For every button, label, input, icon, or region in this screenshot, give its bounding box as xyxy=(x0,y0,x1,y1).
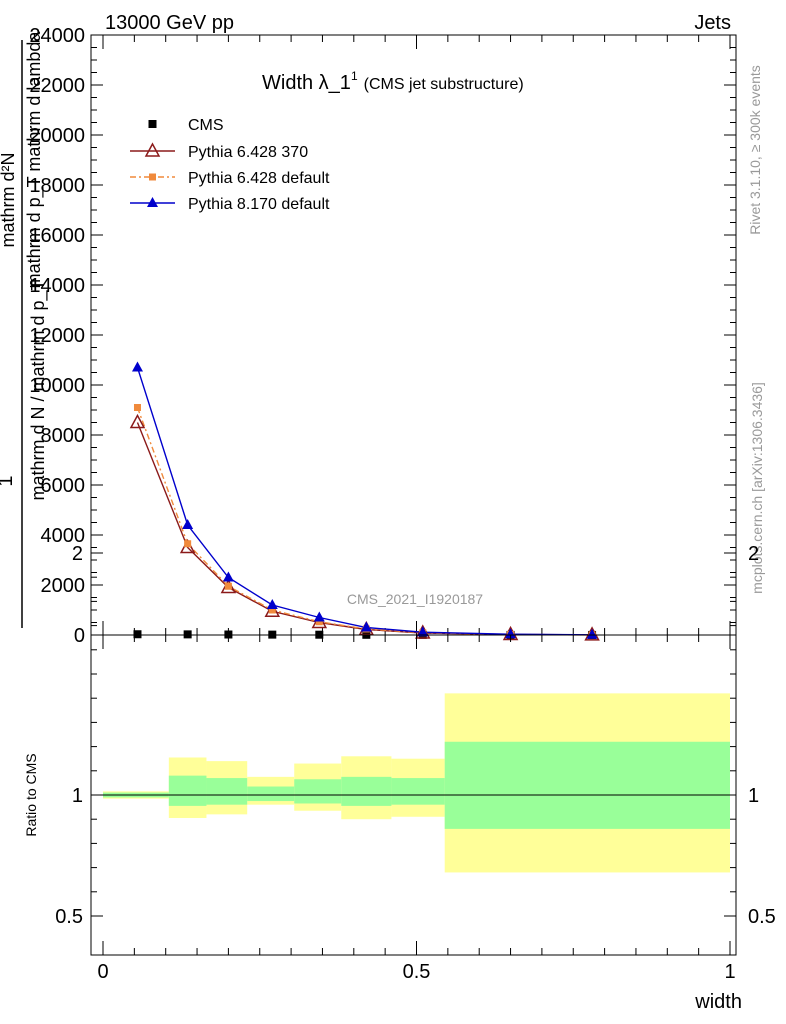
ratio-y-tick-label-right: 0.5 xyxy=(748,906,776,928)
data-point-series-1 xyxy=(129,413,146,429)
legend-label-1: Pythia 6.428 370 xyxy=(188,144,308,161)
chart-title-sup: 1 xyxy=(351,69,358,83)
chart-title-main: Width λ_1 xyxy=(262,72,351,94)
main-panel: 0 2000 4000 6000 8000 10000 12000 14000 16000 180… xyxy=(29,25,737,647)
ratio-bands xyxy=(103,693,730,873)
ratio-y-tick-label-left: 1 xyxy=(72,785,83,807)
x-axis-label: width xyxy=(694,991,742,1013)
rivet-label: Rivet 3.1.10, ≥ 300k events xyxy=(747,65,763,235)
x-tick-label: 0.5 xyxy=(403,961,431,983)
ratio-y-ticks: 0.5 0.5 1 1 2 2 xyxy=(55,543,776,928)
ratio-inner-band-bin xyxy=(168,775,207,806)
data-point-series-2 xyxy=(315,618,323,626)
legend-label-3: Pythia 8.170 default xyxy=(188,196,330,213)
data-point-series-3 xyxy=(313,611,325,622)
watermark: CMS_2021_I1920187 xyxy=(347,591,483,607)
x-tick-label: 1 xyxy=(724,961,735,983)
data-point-series-0 xyxy=(133,630,142,639)
y-label-numerator: 1 xyxy=(0,475,17,486)
main-y-tick-label: 24000 xyxy=(29,25,85,47)
legend-marker-0 xyxy=(148,120,157,128)
ratio-inner-band-bin xyxy=(294,779,342,804)
energy-label: 13000 GeV pp xyxy=(105,12,234,34)
data-point-series-3 xyxy=(417,626,429,637)
ratio-inner-band-bin xyxy=(247,786,295,802)
data-point-series-3 xyxy=(360,621,372,632)
data-point-series-3 xyxy=(131,361,143,372)
main-y-tick-label: 6000 xyxy=(41,475,86,497)
y-axis-label: 1 mathrm d N / mathrm d p_T mathrm d²N m… xyxy=(0,31,49,628)
ratio-inner-band-bin xyxy=(341,776,392,806)
ratio-panel: 0.5 0.51 12 2 0 0.5 1 Ratio to CMS width xyxy=(23,543,776,1013)
main-y-tick-labels: 0 2000 4000 6000 8000 10000 12000 14000 16000 180… xyxy=(29,25,85,647)
ratio-inner-band-bin xyxy=(206,778,248,805)
y-label-inner-denominator: mathrm d p_T mathrm d lambda xyxy=(24,31,45,289)
main-y-tick-label: 18000 xyxy=(29,175,85,197)
main-y-tick-label: 0 xyxy=(74,625,85,647)
data-point-series-2 xyxy=(224,582,232,590)
legend-marker-3 xyxy=(147,197,158,207)
x-tick-label: 0 xyxy=(97,961,108,983)
ratio-inner-band-bin xyxy=(391,778,445,805)
main-y-tick-label: 22000 xyxy=(29,75,85,97)
main-y-tick-label: 20000 xyxy=(29,125,85,147)
main-y-tick-label: 10000 xyxy=(29,375,85,397)
chart-title-sub: (CMS jet substructure) xyxy=(364,76,524,93)
ratio-y-tick-label-left: 2 xyxy=(72,543,83,565)
ratio-y-label: Ratio to CMS xyxy=(23,753,39,836)
category-label: Jets xyxy=(694,12,731,34)
legend-marker-2 xyxy=(149,173,156,181)
legend-label-0: CMS xyxy=(188,117,224,134)
main-y-ticks xyxy=(91,34,736,636)
data-point-series-3 xyxy=(586,628,598,639)
main-y-tick-label: 14000 xyxy=(29,275,85,297)
ratio-y-tick-label-right: 1 xyxy=(748,785,759,807)
main-y-tick-label: 2000 xyxy=(41,575,86,597)
data-point-series-0 xyxy=(183,630,192,639)
legend: CMS Pythia 6.428 370 Pythia 6.428 default P… xyxy=(130,117,330,213)
data-point-series-3 xyxy=(505,628,517,639)
ratio-x-ticks: 0 0.5 1 xyxy=(97,635,736,983)
main-y-tick-label: 8000 xyxy=(41,425,86,447)
data-point-series-2 xyxy=(184,540,192,548)
legend-marker-1 xyxy=(144,142,161,157)
main-y-tick-label: 4000 xyxy=(41,525,86,547)
data-point-series-3 xyxy=(182,519,194,529)
ratio-y-tick-label-left: 0.5 xyxy=(55,906,83,928)
ratio-y-tick-label-right: 2 xyxy=(748,543,759,565)
y-label-denominator: mathrm d N / mathrm d p_T xyxy=(28,279,49,500)
main-y-tick-label: 16000 xyxy=(29,225,85,247)
data-point-series-2 xyxy=(133,404,141,411)
legend-label-2: Pythia 6.428 default xyxy=(188,170,330,187)
data-point-series-2 xyxy=(268,606,276,614)
y-label-inner-numerator: mathrm d²N xyxy=(0,152,18,247)
mcplots-label: mcplots.cern.ch [arXiv:1306.3436] xyxy=(749,382,765,594)
main-y-tick-label: 12000 xyxy=(29,325,85,347)
data-point-series-3 xyxy=(222,571,234,582)
data-point-series-3 xyxy=(266,599,278,609)
ratio-inner-band-bin xyxy=(444,741,730,829)
chart-title: Width λ_11 (CMS jet substructure) xyxy=(262,69,524,94)
